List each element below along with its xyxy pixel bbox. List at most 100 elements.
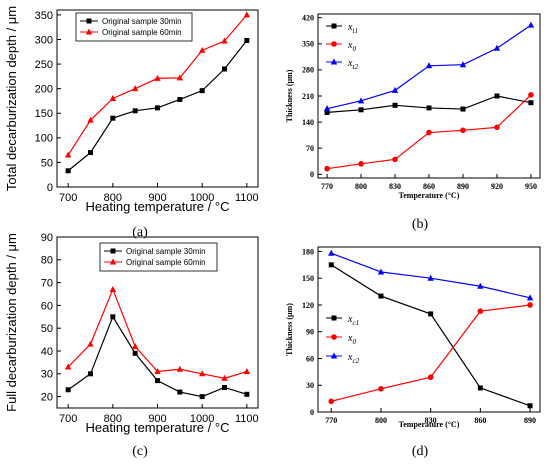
y-tick-label: 120 bbox=[302, 301, 314, 310]
y-tick-label: 40 bbox=[41, 346, 53, 358]
data-point bbox=[65, 387, 71, 393]
data-point bbox=[426, 129, 432, 136]
y-tick-label: 0 bbox=[310, 170, 314, 179]
legend-box bbox=[99, 242, 218, 272]
data-point bbox=[323, 105, 331, 112]
legend-entry: Original sample 60min bbox=[102, 28, 182, 37]
data-point bbox=[328, 262, 334, 268]
y-tick-label: 60 bbox=[41, 300, 53, 312]
y-tick-label: 80 bbox=[41, 255, 53, 267]
data-point bbox=[425, 62, 433, 69]
x-tick-label: 700 bbox=[59, 192, 77, 204]
x-tick-label: 800 bbox=[104, 192, 122, 204]
series-line bbox=[331, 304, 531, 402]
data-point bbox=[109, 285, 117, 292]
data-point bbox=[176, 365, 184, 372]
y-axis-label: Full decarburization depth / μm bbox=[4, 233, 19, 412]
x-tick-label: 890 bbox=[457, 182, 469, 191]
data-point bbox=[244, 391, 250, 397]
x-axis-label: Temperature (°C) bbox=[399, 191, 460, 200]
panel-label: (d) bbox=[412, 444, 429, 459]
x-tick-label: 800 bbox=[355, 182, 367, 191]
x-tick-label: 1100 bbox=[235, 413, 259, 425]
data-point bbox=[64, 151, 72, 158]
legend-entry: Original sample 30min bbox=[126, 247, 206, 256]
data-point bbox=[358, 161, 364, 167]
data-point bbox=[244, 37, 250, 43]
legend-marker bbox=[85, 28, 93, 35]
data-point bbox=[527, 302, 533, 308]
data-point bbox=[527, 21, 535, 28]
series-1 bbox=[328, 262, 533, 409]
data-point bbox=[177, 96, 183, 102]
y-tick-label: 60 bbox=[306, 354, 314, 363]
y-tick-label: 150 bbox=[302, 274, 314, 283]
legend-marker bbox=[330, 352, 338, 359]
legend-marker bbox=[331, 334, 337, 340]
y-tick-label: 70 bbox=[41, 277, 53, 289]
data-point bbox=[328, 249, 335, 256]
y-tick-label: 30 bbox=[41, 369, 53, 381]
x-tick-label: 700 bbox=[59, 413, 77, 425]
y-tick-label: 280 bbox=[302, 66, 314, 75]
data-point bbox=[427, 374, 434, 381]
legend-entry: x0 bbox=[347, 333, 356, 346]
data-point bbox=[87, 116, 94, 123]
y-tick-label: 140 bbox=[302, 118, 314, 127]
y-tick-label: 300 bbox=[35, 34, 53, 46]
y-tick-label: 150 bbox=[35, 108, 53, 120]
y-axis-label: Thickness (μm) bbox=[285, 69, 294, 122]
data-point bbox=[428, 311, 434, 317]
y-tick-label: 420 bbox=[302, 14, 314, 23]
series-line bbox=[67, 315, 248, 398]
data-point bbox=[154, 74, 161, 81]
series-1 bbox=[324, 93, 534, 115]
x-tick-label: 1100 bbox=[235, 192, 259, 204]
y-tick-label: 20 bbox=[41, 391, 53, 403]
y-tick-label: 350 bbox=[35, 10, 53, 22]
data-point bbox=[459, 61, 467, 68]
legend-marker bbox=[331, 23, 337, 29]
series-2 bbox=[64, 285, 251, 381]
x-tick-label: 830 bbox=[425, 416, 437, 425]
data-point bbox=[494, 93, 500, 99]
data-point bbox=[199, 88, 205, 94]
data-point bbox=[477, 308, 484, 315]
x-tick-label: 950 bbox=[525, 182, 537, 191]
legend: Original sample 30min Original sample 60m… bbox=[75, 12, 193, 42]
y-tick-label: 30 bbox=[306, 381, 314, 390]
data-point bbox=[243, 368, 251, 375]
y-tick-label: 210 bbox=[302, 92, 314, 101]
data-point bbox=[155, 105, 160, 111]
legend: xt1 x0 xt2 bbox=[326, 22, 358, 71]
series-line bbox=[330, 264, 531, 407]
data-point bbox=[427, 274, 434, 281]
x-tick-label: 800 bbox=[104, 413, 122, 425]
x-tick-label: 860 bbox=[474, 416, 486, 425]
data-point bbox=[426, 105, 432, 111]
x-tick-label: 900 bbox=[148, 192, 166, 204]
data-point bbox=[243, 11, 251, 18]
y-tick-label: 0 bbox=[47, 182, 53, 194]
series-1 bbox=[65, 314, 250, 400]
data-point bbox=[222, 66, 227, 72]
data-point bbox=[328, 398, 335, 405]
y-tick-label: 90 bbox=[41, 232, 53, 244]
data-point bbox=[131, 85, 139, 92]
data-point bbox=[392, 102, 398, 108]
data-point bbox=[378, 293, 384, 299]
data-point bbox=[377, 268, 385, 275]
data-point bbox=[526, 294, 534, 301]
data-point bbox=[198, 46, 206, 53]
data-point bbox=[176, 74, 184, 81]
plot-frame bbox=[317, 246, 541, 413]
data-point bbox=[221, 37, 228, 44]
y-tick-label: 90 bbox=[306, 328, 314, 337]
panel-label: (a) bbox=[132, 225, 148, 240]
legend-marker bbox=[109, 258, 117, 265]
data-point bbox=[198, 370, 206, 377]
series-1 bbox=[65, 37, 250, 174]
data-point bbox=[378, 386, 384, 392]
data-point bbox=[132, 108, 138, 114]
chart-panel-2: 770 800 830 860 890 920 950 0 70 140 210 280 350 420 T… bbox=[285, 13, 541, 232]
